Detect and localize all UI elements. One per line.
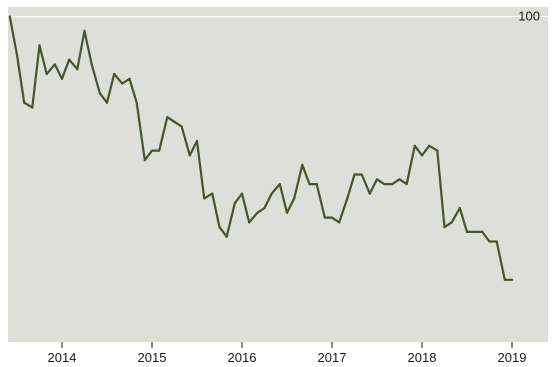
x-tick-label: 2015: [138, 350, 167, 365]
series-layer: [8, 15, 514, 281]
data-point: [338, 221, 341, 224]
data-point: [38, 44, 41, 47]
data-point: [211, 192, 214, 195]
data-point: [166, 116, 169, 119]
data-point: [315, 183, 318, 186]
data-point: [375, 178, 379, 181]
data-point: [398, 178, 401, 181]
data-point: [413, 144, 416, 147]
data-point: [248, 221, 251, 224]
data-point: [195, 139, 199, 143]
data-point: [76, 68, 79, 71]
data-point: [90, 63, 93, 66]
data-point: [285, 211, 289, 214]
data-point: [450, 221, 453, 224]
x-tick-label: 2017: [318, 350, 347, 365]
data-point: [495, 240, 498, 243]
data-point: [353, 173, 356, 176]
data-point: [203, 197, 206, 200]
data-point: [420, 154, 424, 157]
data-point: [218, 226, 221, 229]
data-point: [121, 82, 124, 85]
data-point: [330, 216, 334, 219]
x-tick-label: 2018: [408, 350, 437, 365]
data-point: [15, 53, 19, 57]
data-point: [113, 72, 116, 76]
data-point: [143, 159, 146, 162]
data-point: [360, 173, 363, 176]
data-point: [60, 77, 64, 80]
x-tick-label: 2016: [228, 350, 257, 365]
data-point: [346, 197, 349, 200]
data-point: [458, 206, 461, 210]
data-point: [225, 235, 228, 238]
y-tick-label: 100: [518, 9, 540, 24]
data-point: [278, 183, 281, 186]
data-point: [488, 240, 491, 243]
data-point: [23, 101, 26, 104]
data-point: [436, 149, 439, 152]
data-point: [188, 154, 191, 157]
y-axis-ticks: 100: [518, 9, 540, 24]
data-point: [368, 192, 371, 195]
data-point: [473, 230, 476, 233]
data-point: [68, 58, 71, 61]
data-point: [293, 197, 296, 200]
data-point: [158, 149, 161, 152]
data-point: [150, 149, 154, 152]
data-point: [391, 183, 394, 186]
data-point: [308, 183, 311, 186]
data-point: [45, 72, 48, 76]
data-point: [510, 278, 514, 281]
data-point: [383, 183, 386, 186]
plot-background: [8, 7, 548, 342]
data-point: [323, 216, 326, 219]
data-point: [135, 101, 138, 104]
data-point: [53, 63, 56, 66]
data-point: [233, 202, 236, 205]
data-point: [481, 230, 484, 233]
data-point: [270, 192, 273, 195]
data-point: [173, 120, 176, 123]
x-tick-label: 2014: [48, 350, 77, 365]
x-axis-ticks: 2014 2015 2016 2017 2018 2019: [48, 342, 527, 365]
data-point: [105, 101, 109, 104]
data-point: [503, 278, 506, 281]
x-tick-label: 2019: [498, 350, 527, 365]
data-point: [98, 92, 101, 95]
series-line-0: [8, 15, 514, 281]
data-point: [465, 230, 469, 233]
data-point: [8, 15, 11, 18]
data-point: [405, 183, 408, 186]
data-point: [263, 206, 266, 210]
data-point: [428, 144, 431, 147]
series-points-0: [8, 15, 514, 281]
data-point: [443, 226, 446, 229]
data-point: [301, 163, 304, 166]
data-point: [240, 192, 244, 195]
data-point: [83, 29, 86, 32]
data-point: [31, 106, 34, 109]
data-point: [256, 211, 259, 214]
data-point: [180, 125, 183, 128]
data-point: [128, 77, 131, 80]
